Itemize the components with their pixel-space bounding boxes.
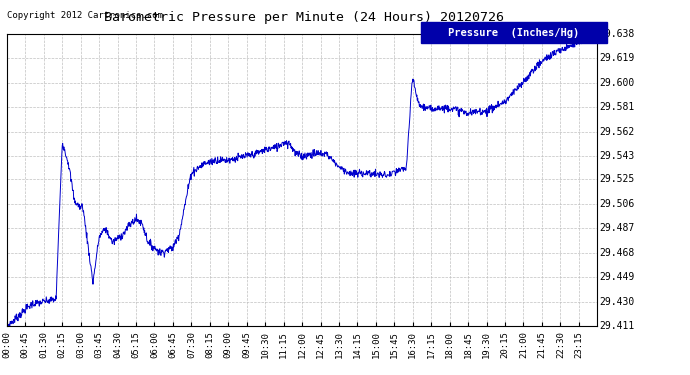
- Text: 29.487: 29.487: [599, 224, 634, 233]
- Text: 29.468: 29.468: [599, 248, 634, 258]
- Text: 29.600: 29.600: [599, 78, 634, 88]
- Text: 29.430: 29.430: [599, 297, 634, 307]
- Text: Barometric Pressure per Minute (24 Hours) 20120726: Barometric Pressure per Minute (24 Hours…: [104, 11, 504, 24]
- Text: 29.506: 29.506: [599, 199, 634, 209]
- Text: Pressure  (Inches/Hg): Pressure (Inches/Hg): [448, 28, 580, 38]
- Text: 29.638: 29.638: [599, 29, 634, 39]
- Text: 29.581: 29.581: [599, 102, 634, 112]
- Text: 29.411: 29.411: [599, 321, 634, 331]
- Text: 29.543: 29.543: [599, 151, 634, 161]
- Text: 29.525: 29.525: [599, 174, 634, 184]
- Text: Copyright 2012 Cartronics.com: Copyright 2012 Cartronics.com: [7, 11, 163, 20]
- Text: 29.619: 29.619: [599, 53, 634, 63]
- Text: 29.449: 29.449: [599, 272, 634, 282]
- Text: 29.562: 29.562: [599, 127, 634, 136]
